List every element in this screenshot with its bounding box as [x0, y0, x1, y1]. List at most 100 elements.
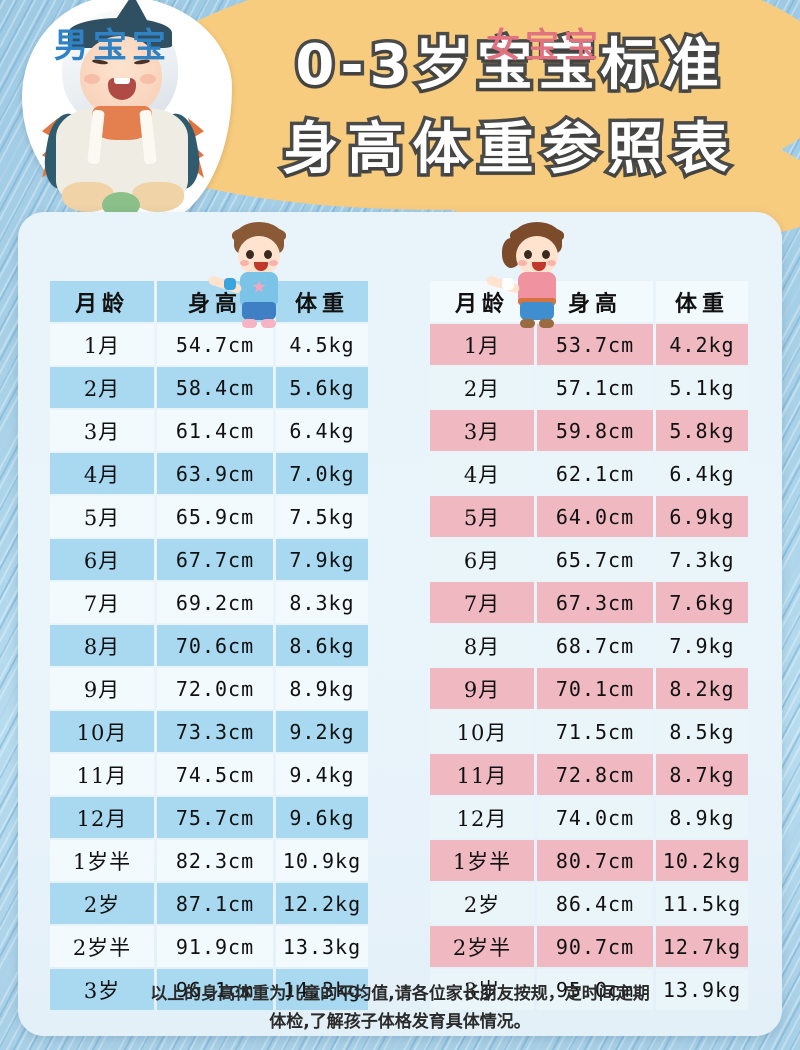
cell-age: 9月: [430, 668, 534, 709]
cell-weight: 8.5kg: [656, 711, 748, 752]
footer-line-1: 以上的身高体重为儿童的平均值,请各位家长朋友按规，定时间定期: [150, 984, 650, 1004]
table-row: 7月 67.3cm 7.6kg: [430, 582, 748, 623]
cell-height: 59.8cm: [537, 410, 653, 451]
table-row: 4月 63.9cm 7.0kg: [50, 453, 368, 494]
cell-weight: 11.5kg: [656, 883, 748, 924]
cell-height: 90.7cm: [537, 926, 653, 967]
table-row: 1月 53.7cm 4.2kg: [430, 324, 748, 365]
cell-height: 69.2cm: [157, 582, 273, 623]
table-row: 2岁 87.1cm 12.2kg: [50, 883, 368, 924]
cell-age: 10月: [50, 711, 154, 752]
cell-weight: 8.2kg: [656, 668, 748, 709]
table-row: 3岁 96.1cm 14.3kg: [50, 969, 368, 1010]
cell-weight: 6.4kg: [276, 410, 368, 451]
cell-weight: 6.4kg: [656, 453, 748, 494]
page-title: 0-3岁宝宝标准 身高体重参照表: [230, 24, 790, 192]
table-row: 2岁半 90.7cm 12.7kg: [430, 926, 748, 967]
table-row: 2岁 86.4cm 11.5kg: [430, 883, 748, 924]
cell-weight: 4.5kg: [276, 324, 368, 365]
cell-age: 12月: [430, 797, 534, 838]
cell-age: 4月: [50, 453, 154, 494]
cell-weight: 12.7kg: [656, 926, 748, 967]
cell-height: 82.3cm: [157, 840, 273, 881]
cell-height: 87.1cm: [157, 883, 273, 924]
cell-age: 3岁: [50, 969, 154, 1010]
boy-shoe-left: [242, 319, 257, 328]
table-header-row: 月龄 身高 体重: [430, 281, 748, 322]
table-row: 2月 57.1cm 5.1kg: [430, 367, 748, 408]
girl-shoe-right: [539, 319, 554, 328]
cell-height: 80.7cm: [537, 840, 653, 881]
baby-leg-right: [132, 182, 184, 212]
cell-age: 5月: [430, 496, 534, 537]
table-row: 9月 72.0cm 8.9kg: [50, 668, 368, 709]
girl-blush-left: [518, 260, 527, 266]
table-row: 9月 70.1cm 8.2kg: [430, 668, 748, 709]
girl-cartoon-icon: [485, 222, 576, 330]
column-header: 月龄: [50, 281, 154, 322]
cell-age: 2岁: [50, 883, 154, 924]
cell-height: 74.0cm: [537, 797, 653, 838]
footer-line-2: 体检,了解孩子体格发育具体情况。: [269, 1012, 531, 1032]
boy-blush-left: [240, 260, 249, 266]
cell-age: 2岁半: [50, 926, 154, 967]
cell-weight: 8.7kg: [656, 754, 748, 795]
cell-weight: 5.6kg: [276, 367, 368, 408]
cell-height: 95.0cm: [537, 969, 653, 1010]
cell-age: 1月: [50, 324, 154, 365]
cell-age: 7月: [430, 582, 534, 623]
boy-blush-right: [269, 260, 278, 266]
table-row: 7月 69.2cm 8.3kg: [50, 582, 368, 623]
cell-weight: 7.9kg: [656, 625, 748, 666]
girls-growth-table: 月龄 身高 体重 1月 53.7cm 4.2kg 2月 57.1cm 5.1kg 3月 59.8cm…: [430, 281, 748, 1012]
cell-height: 58.4cm: [157, 367, 273, 408]
cell-height: 63.9cm: [157, 453, 273, 494]
cell-height: 91.9cm: [157, 926, 273, 967]
boys-section-heading: 男宝宝: [54, 14, 171, 70]
table-row: 11月 74.5cm 9.4kg: [50, 754, 368, 795]
cell-age: 4月: [430, 453, 534, 494]
baby-cheek-left: [84, 74, 100, 84]
girls-section-heading: 女宝宝: [486, 14, 603, 70]
cell-weight: 10.9kg: [276, 840, 368, 881]
table-row: 5月 65.9cm 7.5kg: [50, 496, 368, 537]
cell-weight: 8.6kg: [276, 625, 368, 666]
table-row: 12月 74.0cm 8.9kg: [430, 797, 748, 838]
girls-heading-label: 女宝宝: [486, 25, 603, 66]
cell-weight: 9.2kg: [276, 711, 368, 752]
footer-note: 以上的身高体重为儿童的平均值,请各位家长朋友按规，定时间定期 体检,了解孩子体格…: [40, 980, 760, 1036]
cell-age: 11月: [50, 754, 154, 795]
cell-weight: 12.2kg: [276, 883, 368, 924]
table-row: 5月 64.0cm 6.9kg: [430, 496, 748, 537]
cell-height: 68.7cm: [537, 625, 653, 666]
girl-sleeve-cuff: [502, 278, 514, 290]
cell-weight: 7.5kg: [276, 496, 368, 537]
cell-age: 5月: [50, 496, 154, 537]
girl-pants: [520, 302, 554, 320]
girl-belt: [518, 298, 556, 305]
table-row: 2岁半 91.9cm 13.3kg: [50, 926, 368, 967]
cell-weight: 8.9kg: [276, 668, 368, 709]
table-row: 4月 62.1cm 6.4kg: [430, 453, 748, 494]
table-row: 11月 72.8cm 8.7kg: [430, 754, 748, 795]
cell-weight: 9.6kg: [276, 797, 368, 838]
table-row: 1月 54.7cm 4.5kg: [50, 324, 368, 365]
cell-height: 72.8cm: [537, 754, 653, 795]
cell-height: 73.3cm: [157, 711, 273, 752]
cell-age: 2岁半: [430, 926, 534, 967]
girl-blush-right: [547, 260, 556, 266]
table-row: 10月 71.5cm 8.5kg: [430, 711, 748, 752]
cell-weight: 7.9kg: [276, 539, 368, 580]
cell-height: 75.7cm: [157, 797, 273, 838]
cell-weight: 7.6kg: [656, 582, 748, 623]
baby-photo: [22, 0, 232, 226]
cell-age: 3月: [430, 410, 534, 451]
cell-age: 11月: [430, 754, 534, 795]
girl-eye-right: [542, 250, 550, 259]
table-row: 3岁 95.0cm 13.9kg: [430, 969, 748, 1010]
cell-age: 3月: [50, 410, 154, 451]
boys-heading-label: 男宝宝: [54, 25, 171, 66]
cell-weight: 13.9kg: [656, 969, 748, 1010]
boys-growth-table: 月龄 身高 体重 1月 54.7cm 4.5kg 2月 58.4cm 5.6kg 3月 61.4cm…: [50, 281, 368, 1012]
table-row: 2月 58.4cm 5.6kg: [50, 367, 368, 408]
